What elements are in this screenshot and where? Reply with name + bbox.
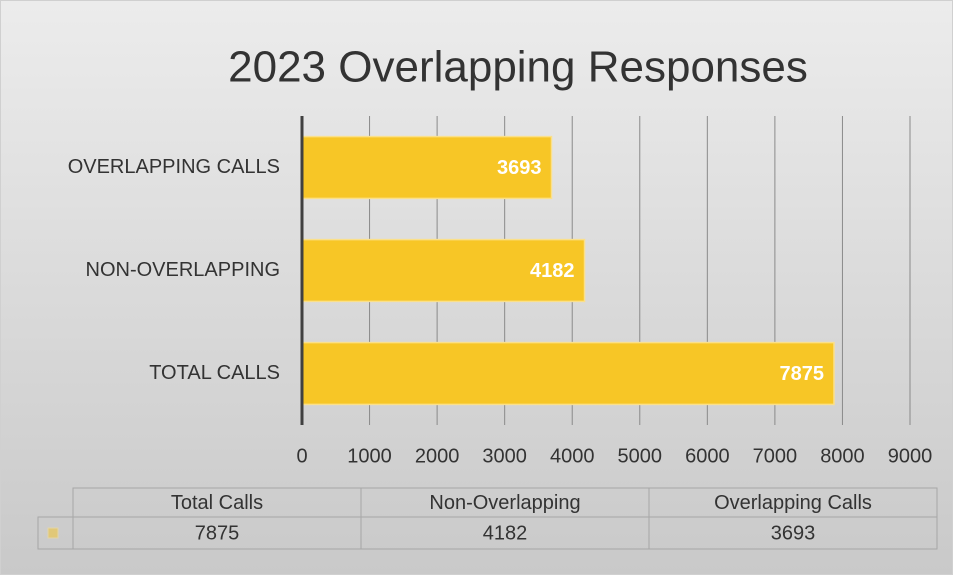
table-value: 4182 — [483, 522, 528, 544]
x-tick-label: 2000 — [415, 445, 460, 467]
table-header: Total Calls — [171, 492, 263, 514]
x-tick-label: 9000 — [888, 445, 933, 467]
x-tick-label: 1000 — [347, 445, 392, 467]
data-label: 4182 — [530, 260, 575, 282]
y-tick-label: TOTAL CALLS — [149, 362, 280, 384]
chart-title: 2023 Overlapping Responses — [228, 43, 808, 92]
x-tick-label: 5000 — [618, 445, 663, 467]
table-header: Non-Overlapping — [429, 492, 580, 514]
table-value: 7875 — [195, 522, 240, 544]
x-tick-label: 6000 — [685, 445, 730, 467]
x-tick-label: 8000 — [820, 445, 865, 467]
data-label: 3693 — [497, 157, 542, 179]
legend-key — [47, 527, 59, 539]
data-label: 7875 — [780, 363, 825, 385]
x-tick-label: 0 — [296, 445, 307, 467]
table-header: Overlapping Calls — [714, 492, 872, 514]
bar — [301, 341, 835, 406]
x-tick-label: 3000 — [482, 445, 527, 467]
y-tick-label: NON-OVERLAPPING — [86, 259, 280, 281]
x-tick-label: 7000 — [753, 445, 798, 467]
table-value: 3693 — [771, 522, 816, 544]
x-tick-label: 4000 — [550, 445, 595, 467]
y-tick-label: OVERLAPPING CALLS — [68, 156, 280, 178]
